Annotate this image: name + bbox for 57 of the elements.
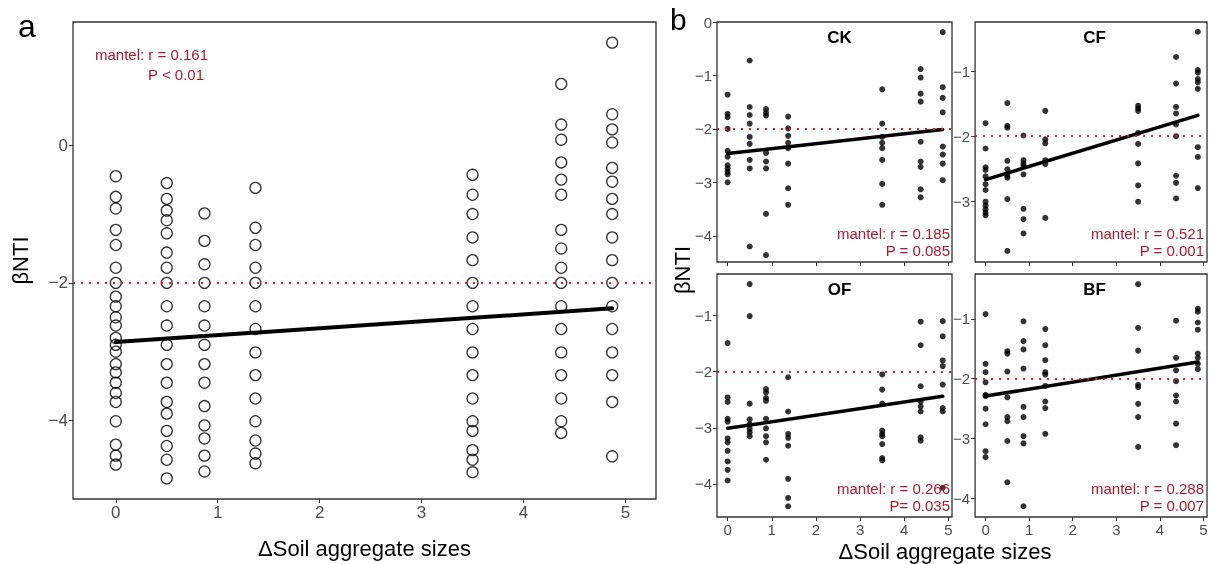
y-tick-label: −3 xyxy=(952,192,971,210)
x-tick-label: 1 xyxy=(767,521,776,538)
x-tick-label: 5 xyxy=(1199,521,1208,538)
annotation: mantel: r = 0.288 xyxy=(1091,480,1204,497)
x-tick-label: 2 xyxy=(811,521,821,538)
x-tick-label: 5 xyxy=(620,503,631,522)
y-tick-label: −4 xyxy=(952,489,971,507)
y-tick-label: −1 xyxy=(952,62,971,80)
x-tick-label: 3 xyxy=(855,521,865,538)
annotation: P < 0.01 xyxy=(148,66,205,83)
annotation: P = 0.001 xyxy=(1139,242,1204,259)
x-tick-label: 3 xyxy=(1112,521,1121,538)
text: a xyxy=(18,8,36,44)
x-axis-title: ΔSoil aggregate sizes xyxy=(258,535,471,561)
annotation: mantel: r = 0.185 xyxy=(837,225,950,242)
y-tick-label: −1 xyxy=(694,307,712,325)
y-tick-label: 0 xyxy=(703,13,712,31)
x-tick-label: 0 xyxy=(981,521,990,538)
y-tick-label: 0 xyxy=(58,135,68,155)
y-tick-label: −2 xyxy=(694,363,712,381)
annotation: P = 0.085 xyxy=(885,242,950,259)
annotation: P = 0.007 xyxy=(1139,497,1204,514)
y-tick-label: −3 xyxy=(694,419,712,437)
x-tick-label: 1 xyxy=(213,503,223,522)
y-tick-label: −1 xyxy=(952,310,971,328)
x-tick-label: 5 xyxy=(944,521,953,538)
y-tick-label: −3 xyxy=(952,430,971,448)
annotation: mantel: r = 0.521 xyxy=(1091,225,1204,242)
x-tick-label: 3 xyxy=(416,503,427,522)
annotation: mantel: r = 0.266 xyxy=(837,480,950,497)
x-tick-label: 4 xyxy=(518,503,529,522)
y-tick-label: −2 xyxy=(952,370,971,388)
chart-title: OF xyxy=(827,280,852,299)
y-tick-label: −4 xyxy=(694,227,712,245)
y-axis-title: βNTI xyxy=(7,236,33,285)
y-tick-label: −4 xyxy=(694,475,712,493)
y-tick-label: −3 xyxy=(694,173,712,191)
y-axis-title: βNTI xyxy=(670,245,696,295)
x-tick-label: 1 xyxy=(1024,521,1034,538)
x-tick-label: 2 xyxy=(1068,521,1077,538)
annotation: mantel: r = 0.161 xyxy=(95,46,208,63)
chart-title: BF xyxy=(1083,280,1106,299)
x-tick-label: 4 xyxy=(900,521,909,538)
text: b xyxy=(670,2,687,36)
x-tick-label: 0 xyxy=(723,521,732,538)
chart-title: CK xyxy=(827,28,853,47)
x-tick-label: 4 xyxy=(1155,521,1165,538)
y-tick-label: −2 xyxy=(694,120,712,138)
y-tick-label: −1 xyxy=(694,66,712,84)
x-tick-label: 0 xyxy=(111,503,121,522)
x-tick-label: 2 xyxy=(314,503,325,522)
x-axis-title: ΔSoil aggregate sizes xyxy=(838,539,1052,564)
y-tick-label: −4 xyxy=(48,411,68,431)
chart-title: CF xyxy=(1083,28,1106,47)
y-tick-label: −2 xyxy=(48,273,68,293)
y-tick-label: −2 xyxy=(952,127,971,145)
annotation: P= 0.035 xyxy=(889,497,950,514)
